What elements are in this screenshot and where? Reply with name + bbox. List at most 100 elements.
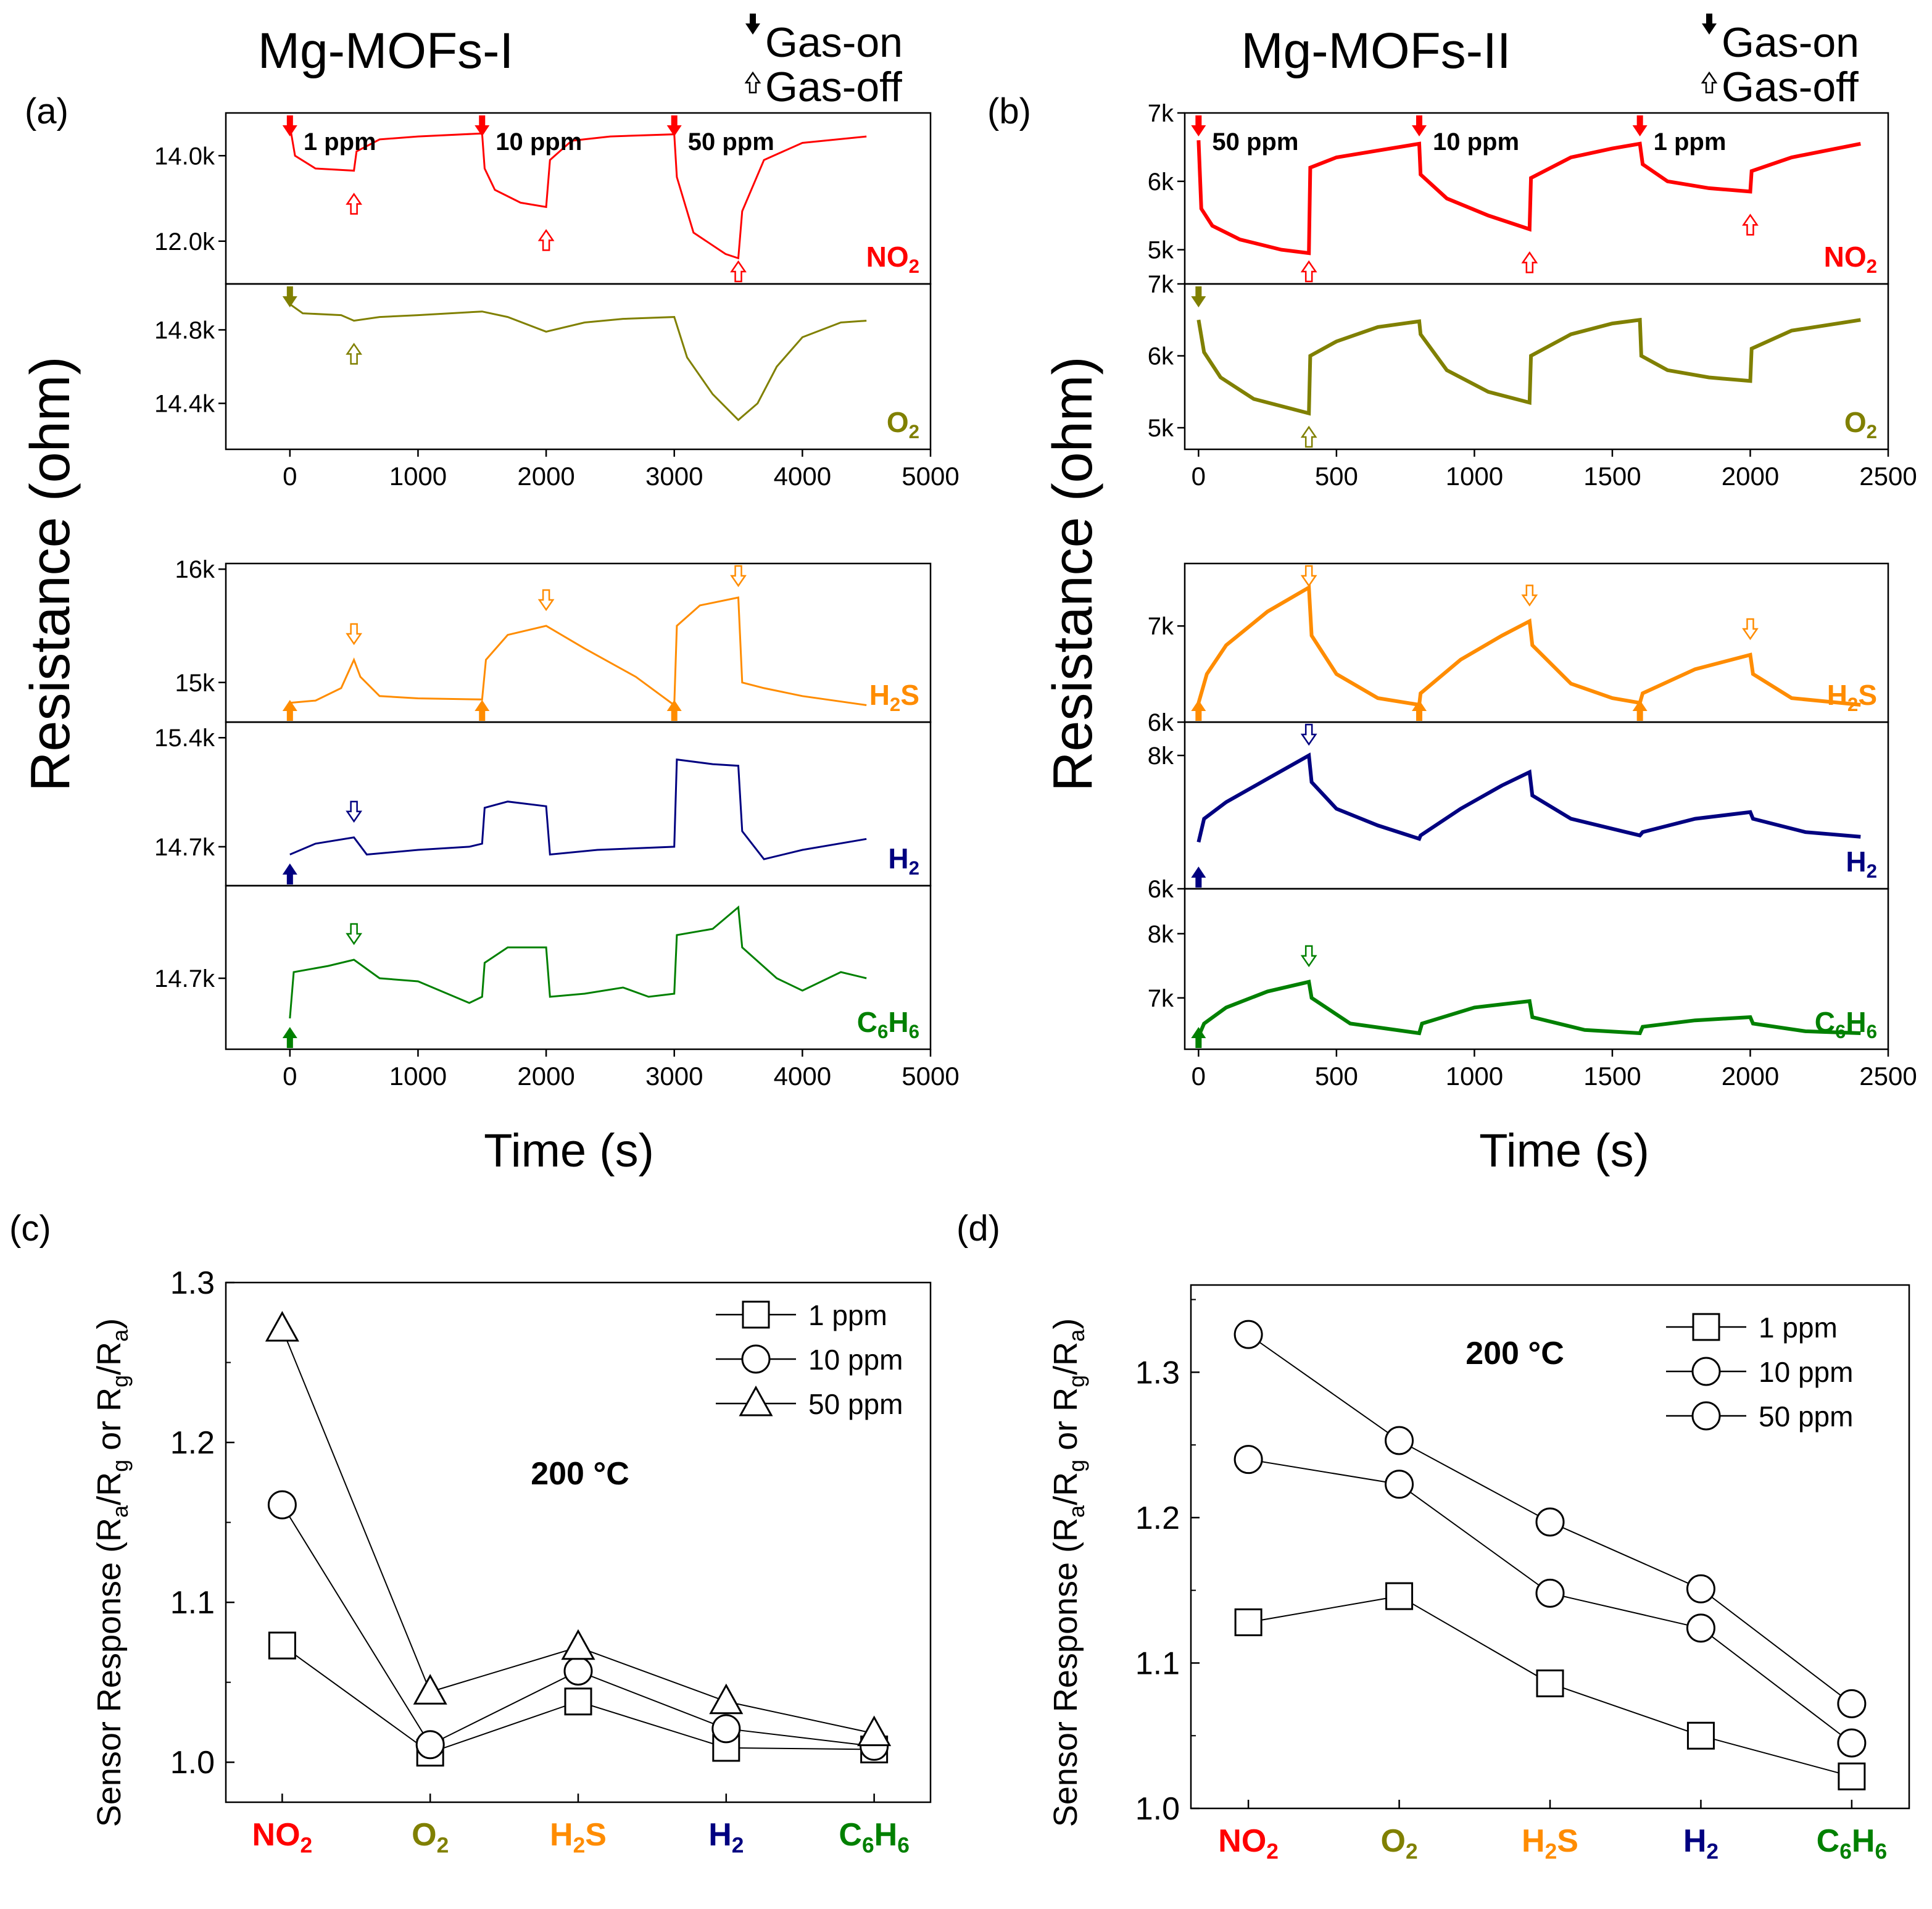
y-tick-label: 14.7k [154, 965, 215, 992]
arrow-head [666, 125, 682, 136]
subscript: 2 [1706, 1839, 1718, 1863]
arrow-shaft [1195, 1037, 1202, 1048]
marker-square [1692, 1313, 1720, 1341]
subscript: 2 [909, 857, 919, 879]
subscript: a [107, 1505, 133, 1518]
gas-on-arrow-icon [475, 700, 490, 721]
arrow-outline [1701, 71, 1718, 94]
arrow-head [1702, 23, 1717, 35]
temperature-annotation: 200 °C [1466, 1336, 1564, 1371]
formula-text: NO [1218, 1823, 1266, 1859]
gas-on-arrow-icon [1412, 700, 1427, 721]
gas-off-arrow-icon [1742, 214, 1759, 236]
arrow-outline [1742, 214, 1759, 236]
x-tick-label: 2000 [1722, 1062, 1779, 1091]
arrow-head [282, 1027, 297, 1038]
label-text: /R [1047, 1472, 1084, 1505]
label-text: /R [1047, 1342, 1084, 1375]
category-label-NO2: NO2 [1218, 1823, 1279, 1863]
gas-label-C6H6: C6H6 [857, 1006, 919, 1042]
x-axis-label: Time (s) [1479, 1125, 1649, 1177]
gas-on-arrow-icon [282, 286, 297, 307]
label-text: ) [1047, 1318, 1084, 1329]
formula-text: C [1815, 1006, 1835, 1038]
label-text: or R [1047, 1387, 1084, 1460]
subscript: a [1064, 1329, 1089, 1342]
arrow-outline [1300, 260, 1317, 283]
series-50-ppm [1233, 1320, 1867, 1718]
formula-text: C [1817, 1823, 1840, 1859]
concentration-label: 50 ppm [688, 128, 774, 156]
marker-circle [1535, 1507, 1565, 1537]
gas-on-arrow-icon [475, 115, 490, 136]
formula-text: C [857, 1006, 877, 1038]
y-tick-label: 1.2 [170, 1425, 215, 1461]
x-tick-label: 2500 [1859, 462, 1917, 491]
formula-text: NO [866, 241, 909, 273]
gas-on-arrow-icon [666, 700, 682, 721]
concentration-label: 10 ppm [495, 128, 582, 156]
formula-text: C [839, 1817, 862, 1853]
gas-off-arrow-icon [346, 343, 363, 365]
arrow-outline [537, 589, 555, 612]
gas-off-arrow-icon [1300, 565, 1317, 588]
subscript: g [1064, 1460, 1089, 1472]
subscript: 6 [1867, 1021, 1877, 1042]
gas-off-arrow-icon [1300, 723, 1317, 746]
arrow-shaft [1195, 115, 1202, 127]
gas-on-label: Gas-on [765, 19, 903, 66]
x-tick-label: 1000 [1446, 462, 1503, 491]
marker-triangle [739, 1385, 773, 1416]
subscript: g [1064, 1375, 1089, 1387]
formula-text: H [874, 1817, 898, 1853]
gas-off-arrow-icon [537, 229, 555, 251]
arrow-shaft [286, 286, 293, 297]
gas-off-arrow-icon [537, 589, 555, 612]
subplot-frame-C6H6 [1184, 888, 1889, 1050]
series-line-C6H6 [1196, 979, 1861, 1038]
arrow-shaft [286, 115, 293, 127]
gas-off-arrow-icon [730, 260, 747, 283]
panel-title: Mg-MOFs-II [1241, 23, 1511, 79]
arrow-shaft [671, 115, 678, 127]
series-50-ppm [265, 1311, 892, 1747]
gas-on-arrow-icon [282, 700, 297, 721]
label-text: /R [91, 1342, 128, 1375]
formula-text: H [1522, 1823, 1545, 1859]
gas-label-H2S: H2S [869, 679, 919, 715]
marker-circle [1385, 1470, 1414, 1499]
category-label-O2: O2 [412, 1817, 449, 1857]
marker-circle [1837, 1689, 1867, 1718]
category-label-H2: H2 [708, 1817, 744, 1857]
arrow-head [1191, 125, 1206, 136]
subscript: 6 [1839, 1839, 1852, 1863]
formula-text: S [1557, 1823, 1578, 1859]
gas-on-arrow-icon [1412, 115, 1427, 136]
subscript: g [107, 1375, 133, 1387]
x-tick-label: 3000 [645, 462, 703, 491]
subscript: 2 [1406, 1839, 1418, 1863]
x-tick-label: 0 [283, 1062, 297, 1091]
label-text: /R [91, 1472, 128, 1505]
arrow-head [475, 125, 490, 136]
legend-label: 50 ppm [808, 1388, 903, 1420]
subplot-frame-H2S [1184, 562, 1889, 723]
arrow-shaft [1636, 710, 1643, 721]
subplot-frame-H2 [225, 721, 932, 887]
formula-text: H [869, 679, 890, 711]
y-tick-label: 16k [175, 556, 215, 583]
arrow-shaft [671, 710, 678, 721]
legend-entry: 50 ppm [1666, 1400, 1853, 1433]
series-line-H2 [1196, 752, 1861, 843]
arrow-head [282, 863, 297, 875]
marker-circle [563, 1657, 593, 1686]
formula-text: H [708, 1817, 732, 1853]
arrow-outline [1300, 425, 1317, 448]
arrow-shaft [1416, 710, 1422, 721]
panel-label: (c) [9, 1208, 51, 1249]
marker-circle [267, 1490, 297, 1520]
x-tick-label: 2000 [1722, 462, 1779, 491]
arrow-head [1191, 700, 1206, 711]
gas-off-arrow-icon [346, 923, 363, 946]
y-tick-label: 1.3 [170, 1265, 215, 1301]
